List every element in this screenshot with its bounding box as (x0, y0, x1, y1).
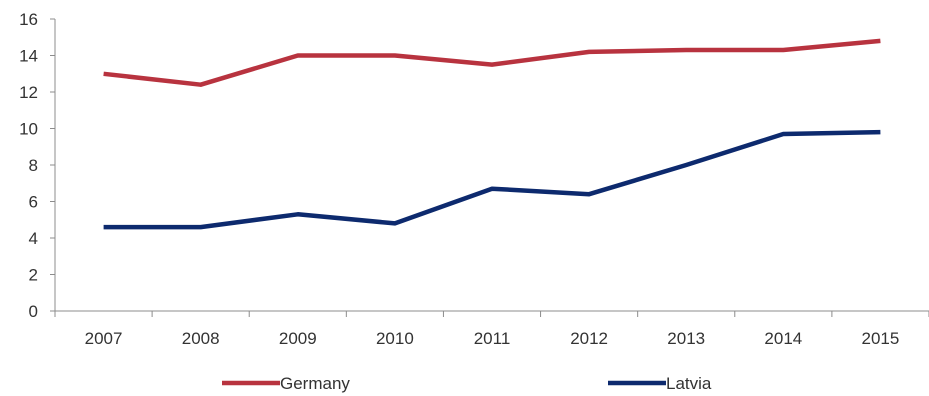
series-line-latvia (103, 129, 881, 230)
series-lines (103, 38, 881, 230)
y-tick-label: 10 (19, 120, 38, 139)
x-tick-label: 2013 (667, 329, 705, 348)
y-tick-label: 2 (29, 266, 38, 285)
series-line-germany (103, 38, 881, 87)
x-tick-label: 2014 (764, 329, 802, 348)
x-tick-label: 2008 (182, 329, 220, 348)
y-tick-label: 0 (29, 302, 38, 321)
y-tick-label: 4 (29, 229, 38, 248)
x-tick-label: 2012 (570, 329, 608, 348)
y-tick-label: 8 (29, 156, 38, 175)
x-tick-label: 2010 (376, 329, 414, 348)
x-tick-label: 2011 (474, 329, 511, 348)
legend-item-latvia: Latvia (608, 374, 712, 393)
x-tick-label: 2007 (85, 329, 123, 348)
legend: Germany Latvia (222, 374, 712, 393)
x-tick-label: 2015 (862, 329, 900, 348)
x-axis-ticks: 2007 2008 2009 2010 2011 2012 2013 2014 2015 (54, 311, 929, 348)
legend-item-germany: Germany (222, 374, 350, 393)
y-tick-label: 14 (19, 47, 38, 66)
legend-label: Germany (280, 374, 350, 393)
y-tick-label: 6 (29, 193, 38, 212)
y-tick-label: 16 (19, 10, 38, 29)
y-axis-ticks: 0 2 4 6 8 10 12 14 16 (19, 10, 55, 321)
legend-label: Latvia (666, 374, 712, 393)
x-tick-label: 2009 (279, 329, 317, 348)
y-tick-label: 12 (19, 83, 38, 102)
